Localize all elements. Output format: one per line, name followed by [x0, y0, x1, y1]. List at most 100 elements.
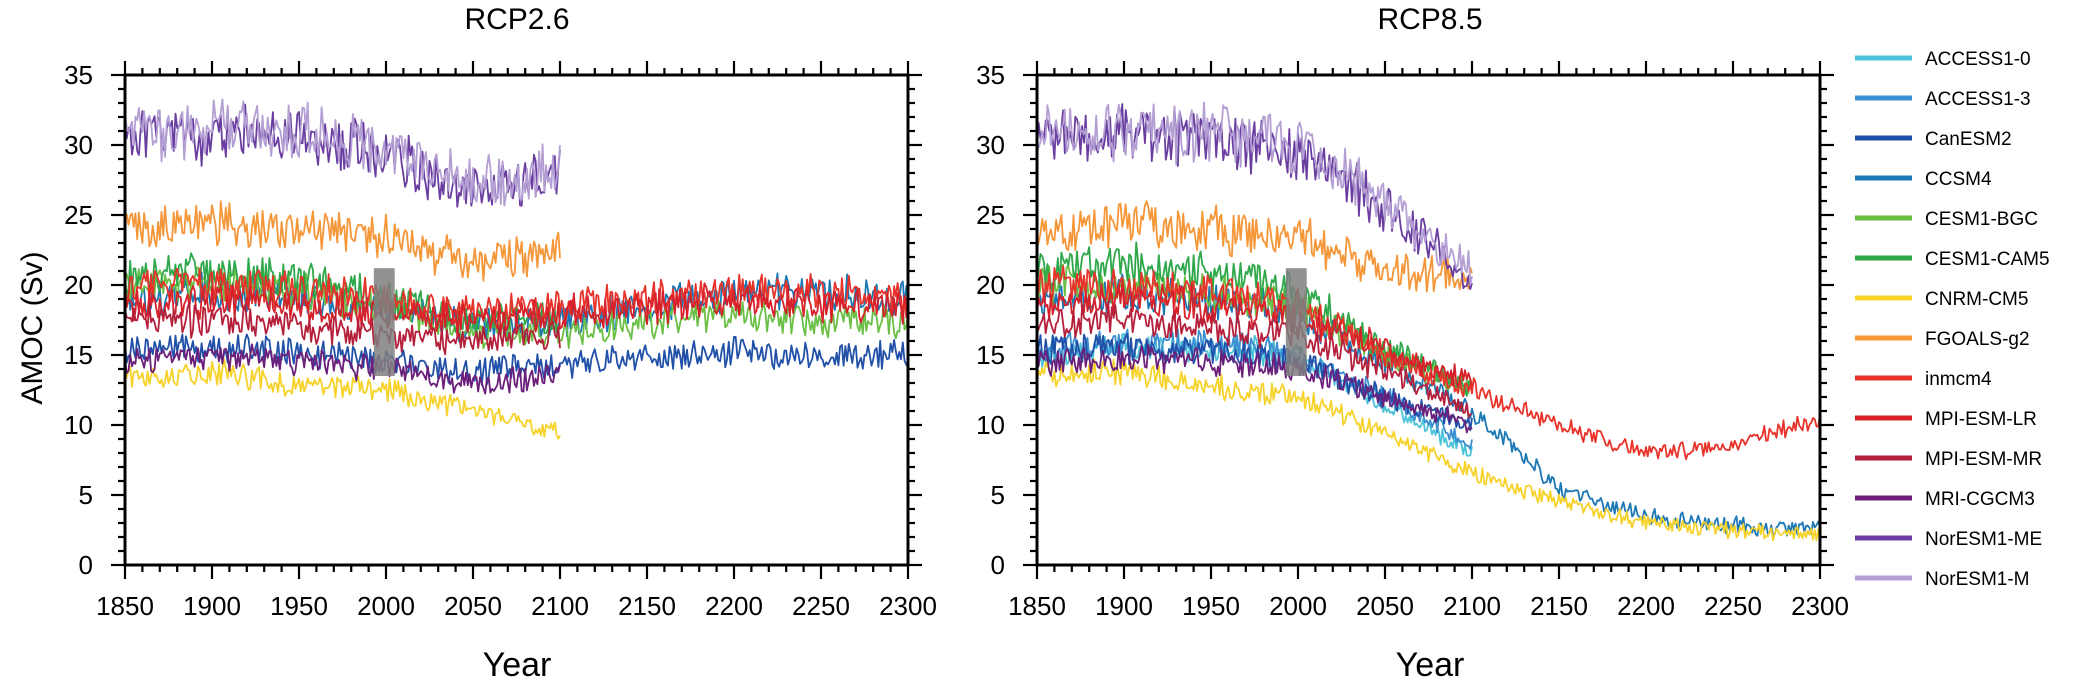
- rcp26-y-tick-label: 10: [64, 410, 93, 440]
- rcp85-y-tick-label: 25: [976, 200, 1005, 230]
- legend-item: inmcm4: [1855, 369, 1992, 390]
- legend-item: CanESM2: [1855, 129, 2012, 150]
- legend-item: CESM1-BGC: [1855, 209, 2038, 230]
- rcp85-x-tick-label: 2100: [1443, 591, 1501, 621]
- rcp26-series-canesm2: [125, 333, 908, 387]
- rcp85-x-tick-label: 2150: [1530, 591, 1588, 621]
- rcp26-y-tick-label: 35: [64, 60, 93, 90]
- rcp26-series-cnrm-cm5: [125, 358, 561, 440]
- legend-item: ACCESS1-0: [1855, 49, 2031, 70]
- rcp85-x-tick-label: 2200: [1617, 591, 1675, 621]
- rcp85-x-tick-label: 2250: [1704, 591, 1762, 621]
- rcp85-x-tick-label: 1950: [1182, 591, 1240, 621]
- rcp26-y-tick-label: 20: [64, 270, 93, 300]
- rcp85-x-tick-label: 1900: [1095, 591, 1153, 621]
- rcp85-x-axis-label: Year: [1396, 646, 1465, 684]
- rcp26-x-tick-label: 2250: [792, 591, 850, 621]
- rcp85-y-tick-label: 0: [991, 550, 1005, 580]
- legend-label: ACCESS1-0: [1925, 49, 2031, 70]
- rcp85-series-fgoals-g2: [1037, 200, 1473, 293]
- rcp85-y-tick-label: 30: [976, 130, 1005, 160]
- y-axis-label: AMOC (Sv): [16, 251, 49, 404]
- legend-label: CESM1-BGC: [1925, 209, 2038, 230]
- rcp26-x-tick-label: 2300: [879, 591, 937, 621]
- rcp85-panel: RCP8.5 Year 1850 1900 1950 2000 2050 2100 2150…: [976, 3, 1849, 684]
- rcp26-plot-frame: [123, 73, 910, 567]
- rcp26-series-ccsm4: [125, 271, 908, 343]
- legend-item: NorESM1-M: [1855, 569, 2030, 590]
- rcp85-y-tick-label: 15: [976, 340, 1005, 370]
- rcp26-panel: RCP2.6 Year AMOC (Sv) 1850 1900 1950 2000 20…: [16, 3, 937, 684]
- rcp26-x-axis-label: Year: [483, 646, 552, 684]
- rcp26-series-fgoals-g2: [125, 200, 561, 282]
- legend-label: inmcm4: [1925, 369, 1992, 390]
- legend-label: CanESM2: [1925, 129, 2012, 150]
- legend-item: FGOALS-g2: [1855, 329, 2030, 350]
- rcp85-series-noresm1-m: [1037, 101, 1473, 286]
- rcp26-x-tick-label: 2200: [705, 591, 763, 621]
- rcp85-series-canesm2: [1037, 333, 1473, 432]
- legend-label: CESM1-CAM5: [1925, 249, 2050, 270]
- rcp26-y-tick-label: 25: [64, 200, 93, 230]
- rcp26-plot-area: [125, 98, 908, 440]
- rcp85-x-tick-label: 2050: [1356, 591, 1414, 621]
- rcp26-title: RCP2.6: [464, 3, 569, 36]
- rcp85-series-cnrm-cm5: [1037, 358, 1820, 542]
- rcp85-plot-area: [1037, 101, 1820, 542]
- legend-label: CCSM4: [1925, 169, 1992, 190]
- rcp26-y-tick-label: 0: [79, 550, 93, 580]
- rcp85-series-noresm1-me: [1037, 103, 1473, 291]
- legend-label: NorESM1-ME: [1925, 529, 2042, 550]
- legend-item: NorESM1-ME: [1855, 529, 2042, 550]
- legend-label: ACCESS1-3: [1925, 89, 2031, 110]
- legend-item: ACCESS1-3: [1855, 89, 2031, 110]
- rcp85-highlight-box: [1285, 268, 1307, 376]
- legend-label: MPI-ESM-MR: [1925, 449, 2042, 470]
- legend-label: NorESM1-M: [1925, 569, 2030, 590]
- legend-label: MPI-ESM-LR: [1925, 409, 2037, 430]
- rcp26-x-tick-label: 2000: [357, 591, 415, 621]
- legend-item: MPI-ESM-LR: [1855, 409, 2037, 430]
- rcp26-x-tick-label: 2100: [531, 591, 589, 621]
- legend-item: MRI-CGCM3: [1855, 489, 2035, 510]
- rcp26-series-inmcm4: [125, 267, 908, 325]
- rcp26-x-tick-label: 1950: [270, 591, 328, 621]
- rcp26-series-mri-cgcm3: [125, 343, 561, 395]
- rcp26-series-noresm1-me: [125, 103, 561, 208]
- rcp85-y-tick-label: 10: [976, 410, 1005, 440]
- rcp85-y-tick-label: 35: [976, 60, 1005, 90]
- rcp85-series-cesm1-cam5: [1037, 241, 1473, 397]
- rcp85-ticks: [1023, 61, 1834, 579]
- legend-label: MRI-CGCM3: [1925, 489, 2035, 510]
- rcp85-x-tick-label: 2000: [1269, 591, 1327, 621]
- legend: ACCESS1-0 ACCESS1-3 CanESM2 CCSM4 CESM1-BGC C…: [1855, 49, 2050, 590]
- rcp26-x-tick-label: 2050: [444, 591, 502, 621]
- rcp85-series-inmcm4: [1037, 265, 1820, 461]
- legend-item: CCSM4: [1855, 169, 1992, 190]
- legend-item: MPI-ESM-MR: [1855, 449, 2042, 470]
- rcp26-y-tick-label: 15: [64, 340, 93, 370]
- rcp26-ticks: [111, 61, 922, 579]
- rcp26-series-noresm1-m: [125, 98, 561, 207]
- legend-item: CESM1-CAM5: [1855, 249, 2050, 270]
- rcp85-title: RCP8.5: [1377, 3, 1482, 36]
- rcp26-series-mpi-esm-lr: [125, 282, 908, 339]
- rcp26-x-tick-label: 1900: [183, 591, 241, 621]
- rcp85-series-mri-cgcm3: [1037, 344, 1473, 434]
- rcp26-x-tick-label: 1850: [96, 591, 154, 621]
- rcp26-series-mpi-esm-mr: [125, 301, 561, 356]
- rcp85-series-mpi-esm-mr: [1037, 301, 1473, 419]
- legend-item: CNRM-CM5: [1855, 289, 2028, 310]
- legend-label: FGOALS-g2: [1925, 329, 2030, 350]
- rcp26-y-tick-label: 5: [79, 480, 93, 510]
- rcp85-x-tick-label: 1850: [1008, 591, 1066, 621]
- rcp85-plot-frame: [1035, 73, 1822, 567]
- rcp26-y-tick-label: 30: [64, 130, 93, 160]
- legend-label: CNRM-CM5: [1925, 289, 2028, 310]
- rcp26-highlight-box: [373, 268, 395, 376]
- rcp85-y-tick-label: 20: [976, 270, 1005, 300]
- rcp26-x-tick-label: 2150: [618, 591, 676, 621]
- rcp85-x-tick-label: 2300: [1791, 591, 1849, 621]
- rcp85-y-tick-label: 5: [991, 480, 1005, 510]
